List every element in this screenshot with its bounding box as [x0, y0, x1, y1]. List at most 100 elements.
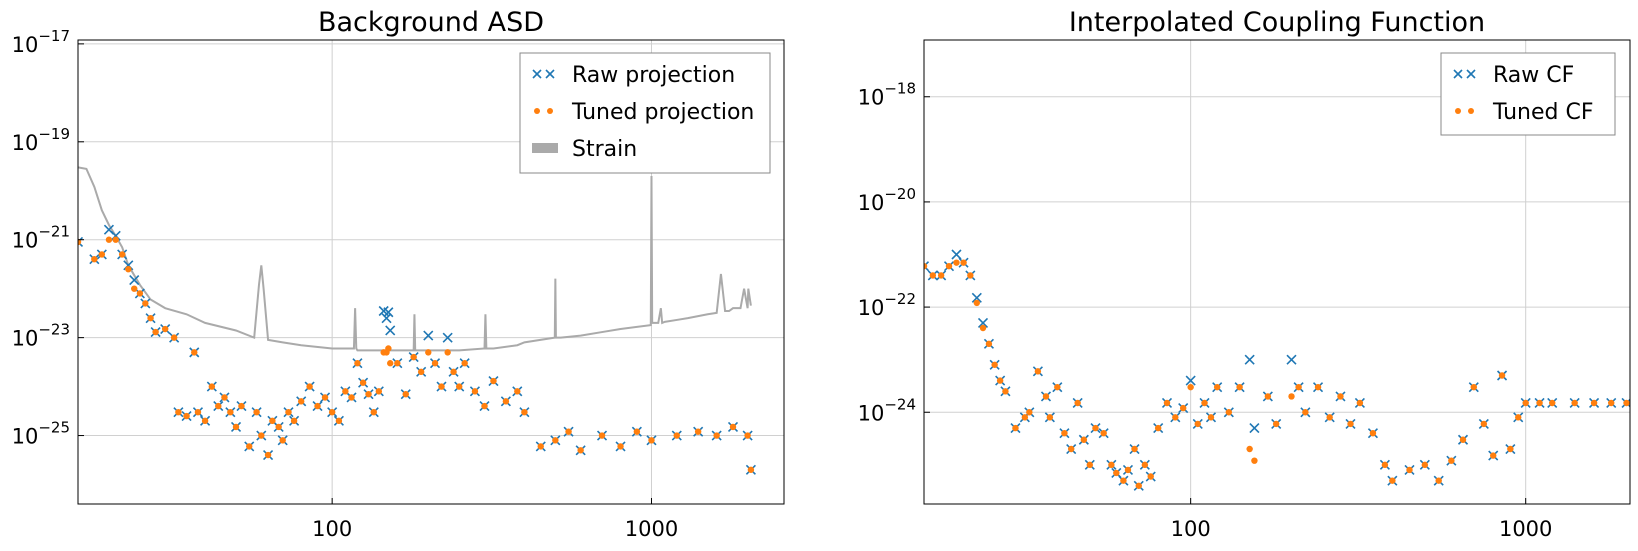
tuned-point	[1264, 393, 1272, 400]
tuned-point	[105, 236, 113, 243]
tuned-point	[1154, 424, 1162, 432]
tuned-point	[279, 437, 286, 444]
raw-point	[977, 317, 989, 328]
tuned-point	[537, 443, 544, 450]
raw-point	[1185, 375, 1196, 386]
tuned-point	[232, 423, 240, 431]
tuned-point	[450, 368, 457, 376]
legend: Raw projection Tuned projection Strain	[519, 52, 771, 174]
tuned-point	[1302, 409, 1309, 416]
tuned-point	[1086, 461, 1093, 469]
tuned-point	[973, 299, 981, 307]
raw-point	[381, 313, 392, 324]
plot-area	[78, 166, 756, 475]
tuned-point	[1459, 436, 1467, 443]
raw-point	[385, 325, 396, 336]
series-line-strain	[78, 166, 752, 352]
tuned-point	[1608, 399, 1615, 407]
y-tick-label: 10−25	[12, 419, 70, 449]
raw-point	[383, 307, 394, 318]
tuned-point	[1549, 399, 1556, 407]
tuned-point	[170, 334, 178, 341]
legend-label: Raw projection	[572, 63, 735, 88]
x-tick-label: 100	[1171, 517, 1211, 541]
tuned-point	[161, 325, 169, 333]
tuned-point	[502, 398, 510, 405]
tuned-point	[1251, 457, 1258, 464]
tuned-point	[1054, 383, 1061, 391]
tuned-point	[118, 251, 126, 258]
tuned-point	[991, 361, 998, 368]
tuned-point	[1536, 399, 1543, 407]
tuned-point	[1295, 383, 1302, 391]
raw-point	[951, 249, 962, 260]
tuned-point	[365, 390, 372, 398]
tuned-point	[471, 388, 479, 395]
tuned-point	[1021, 414, 1029, 421]
tuned-point	[314, 402, 321, 410]
tuned-point	[425, 349, 432, 356]
tuned-point	[1288, 393, 1295, 400]
tuned-point	[298, 398, 305, 405]
tuned-point	[481, 402, 488, 410]
tuned-point	[215, 402, 222, 410]
tuned-point	[713, 432, 720, 439]
tuned-point	[1147, 473, 1154, 480]
tuned-point	[747, 466, 755, 473]
tuned-point	[431, 360, 439, 367]
tuned-point	[1246, 445, 1253, 453]
panel-background-asd: 100 1000 10−17 10−19 10−21 10−23 10−25 Backgrou…	[12, 7, 785, 541]
plot-area	[924, 249, 1630, 491]
tuned-point	[1381, 461, 1389, 469]
tuned-point	[1108, 461, 1115, 469]
tuned-point	[1406, 466, 1413, 474]
tuned-point	[348, 394, 355, 401]
tuned-point	[1179, 404, 1187, 412]
tuned-point	[521, 408, 528, 416]
tuned-point	[342, 388, 349, 395]
legend-label: Strain	[572, 137, 637, 162]
tuned-point	[275, 423, 282, 431]
tuned-point	[1515, 414, 1522, 421]
tuned-point	[417, 368, 425, 376]
y-tick-label: 10−21	[12, 223, 70, 253]
y-tick-label: 10−22	[858, 290, 916, 320]
tuned-point	[246, 443, 253, 450]
tuned-point	[1470, 383, 1477, 391]
tuned-point	[729, 423, 737, 431]
tuned-point	[1172, 414, 1179, 421]
tuned-point	[598, 432, 606, 439]
tuned-point	[1046, 414, 1054, 421]
axes-frame	[923, 39, 1631, 505]
tuned-point	[1623, 399, 1630, 407]
tuned-point	[1347, 420, 1354, 428]
panel-interpolated-coupling-function: 100 1000 10−18 10−20 10−22 10−24 Interpolated …	[858, 7, 1631, 541]
tuned-point	[979, 324, 987, 332]
tuned-point	[1163, 399, 1171, 407]
tuned-point	[565, 428, 572, 435]
y-tick-label: 10−17	[12, 27, 70, 57]
tuned-point	[328, 408, 336, 416]
tuned-point	[152, 328, 159, 336]
tuned-point	[183, 412, 190, 420]
tuned-point	[953, 259, 960, 266]
tuned-point	[136, 290, 144, 297]
tuned-point	[1389, 477, 1396, 484]
raw-point	[1244, 354, 1255, 365]
tuned-point	[201, 417, 209, 425]
tuned-point	[996, 377, 1004, 384]
tuned-point	[1571, 399, 1578, 407]
tuned-point	[253, 408, 260, 416]
tuned-point	[967, 272, 974, 279]
tuned-point	[1194, 420, 1201, 428]
tuned-point	[1213, 383, 1221, 391]
tuned-point	[937, 272, 945, 279]
tuned-point	[410, 353, 417, 361]
tuned-point	[269, 417, 276, 425]
raw-point	[78, 236, 84, 248]
tuned-point	[1507, 445, 1514, 453]
tuned-point	[1135, 482, 1142, 489]
tuned-point	[131, 285, 138, 292]
tuned-point	[985, 340, 993, 348]
tuned-point	[208, 383, 216, 390]
